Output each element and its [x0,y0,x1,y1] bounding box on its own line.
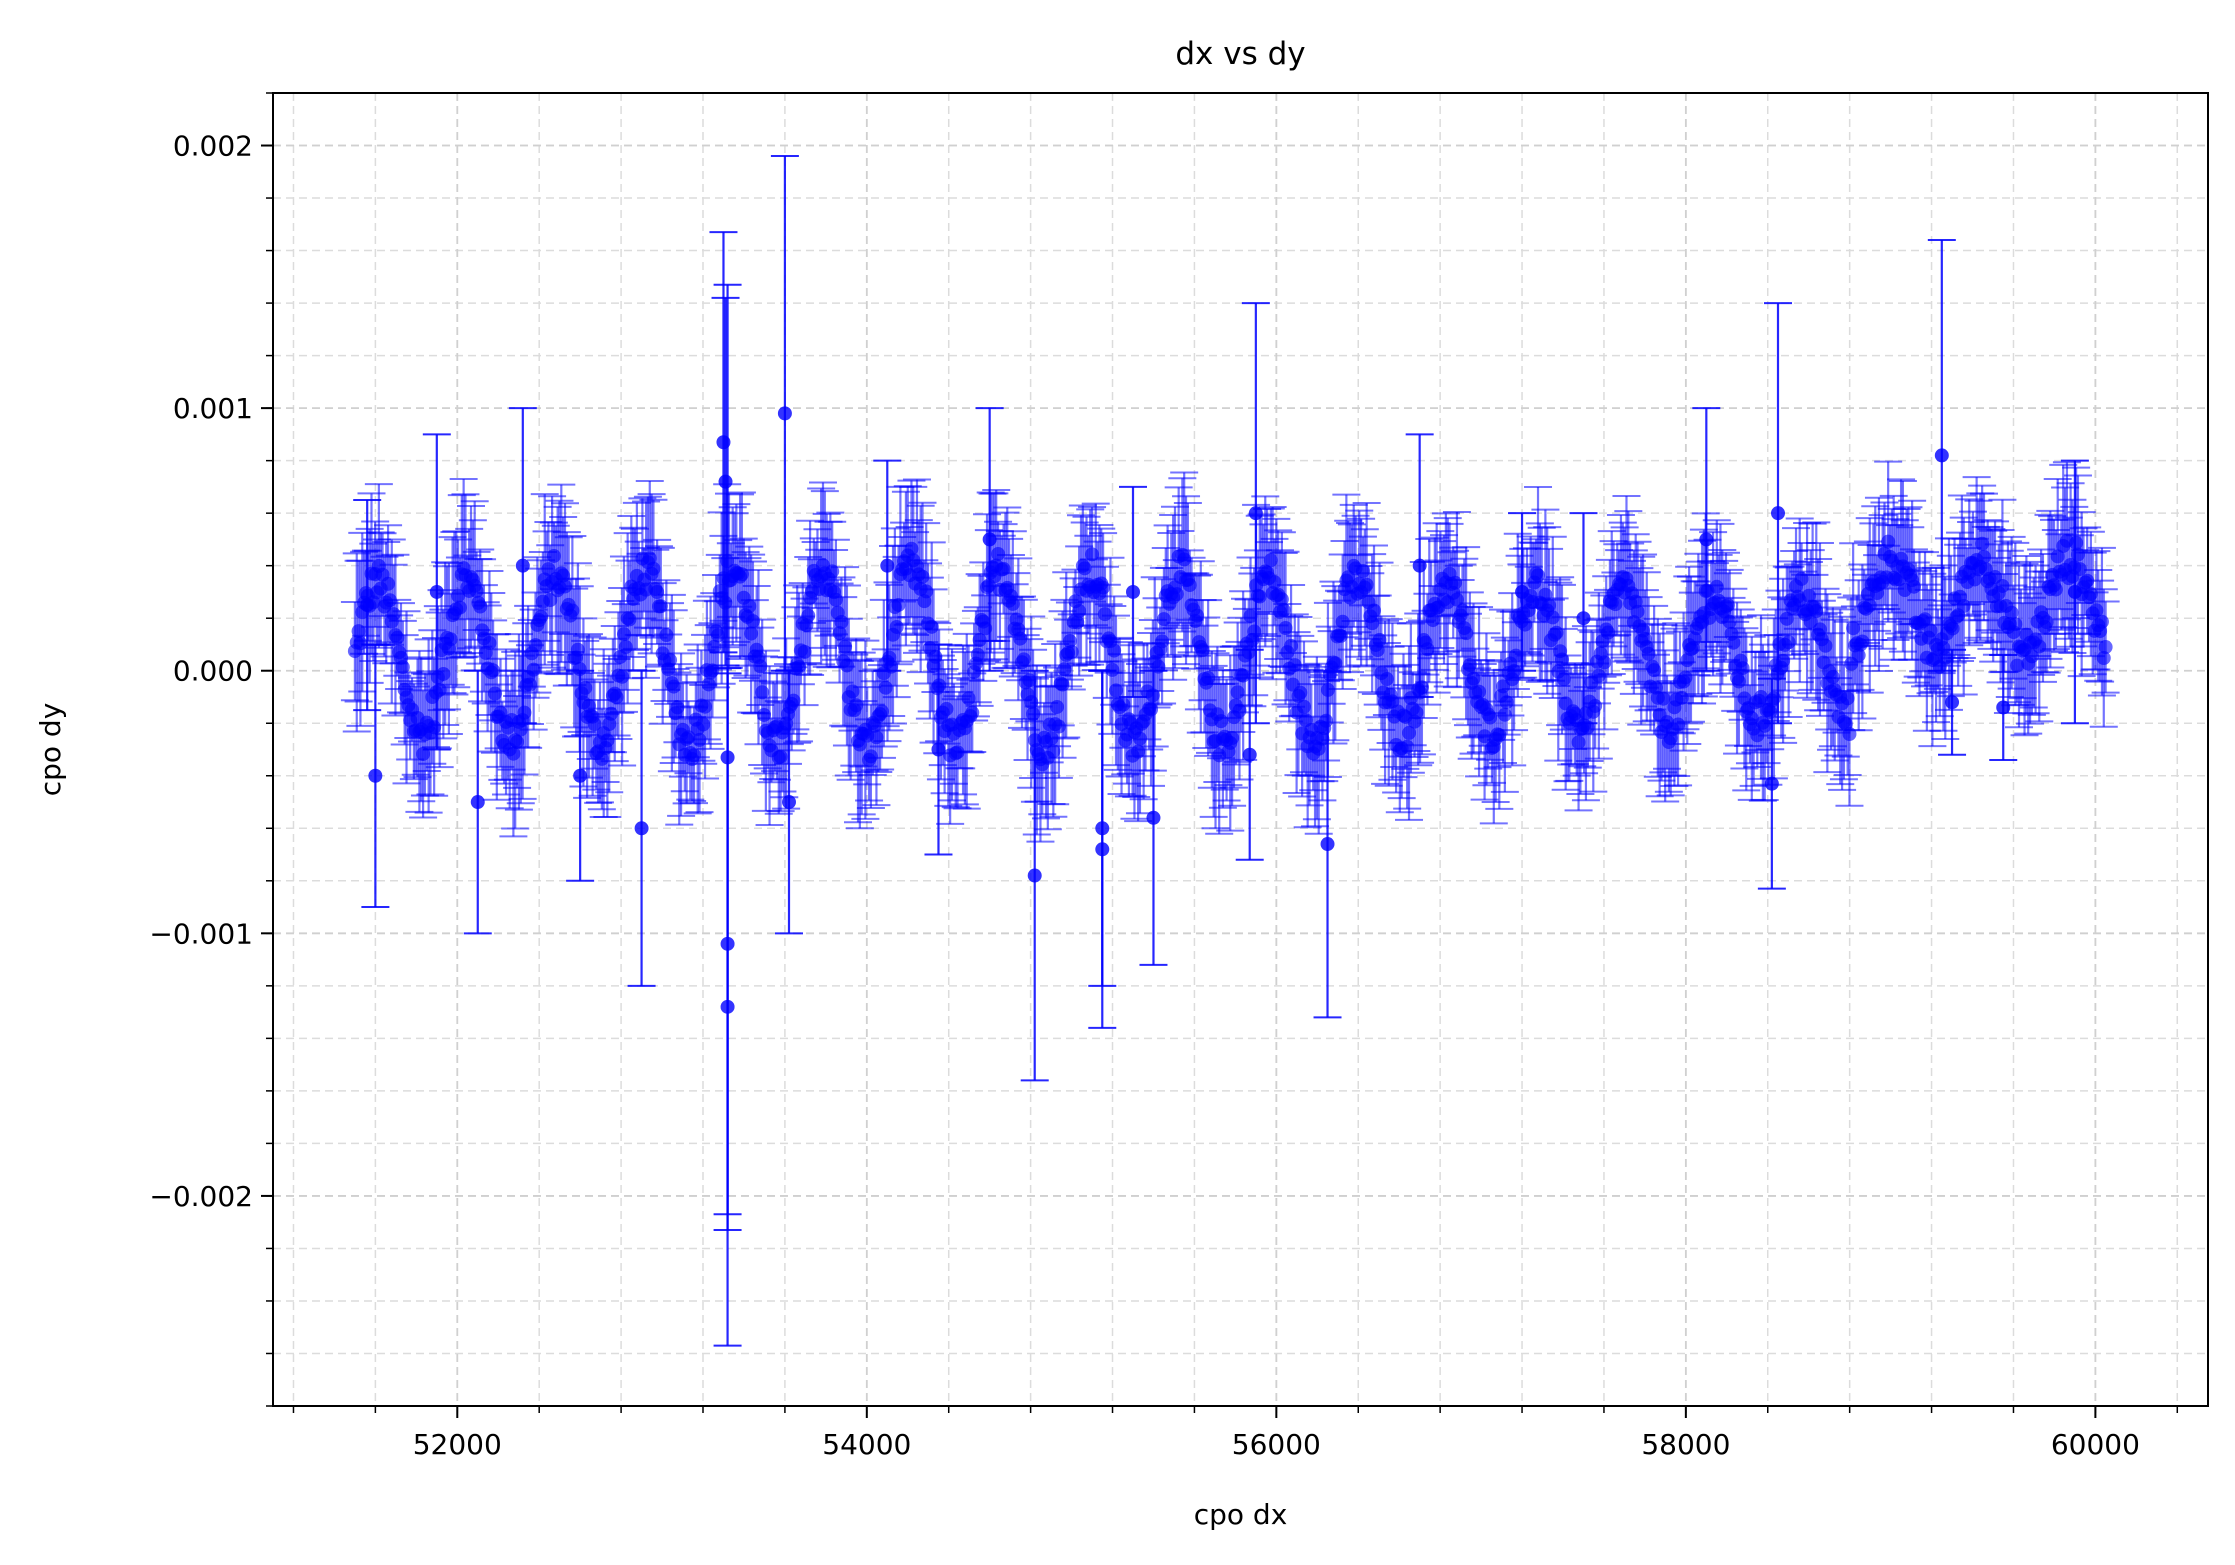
data-point [880,558,895,573]
data-point [1588,698,1603,713]
data-point [470,795,485,810]
grid [273,92,2208,1407]
y-tick-label: 0.001 [173,392,253,425]
data-point [1414,680,1429,695]
data-point [1046,744,1061,759]
data-series [340,155,2120,1347]
data-point [777,406,792,421]
data-point [801,608,816,623]
data-point [1764,776,1779,791]
y-tick-label: 0.000 [173,655,253,688]
data-point [1945,695,1960,710]
data-point [965,705,980,720]
data-point [1597,655,1612,670]
data-point [1064,644,1079,659]
data-point [1096,580,1111,595]
chart-title: dx vs dy [1175,36,1305,72]
data-point [570,642,585,657]
x-tick-label: 52000 [413,1428,502,1461]
data-point [1515,584,1530,599]
data-point [1248,506,1263,521]
data-point [1319,713,1334,728]
data-point [634,821,649,836]
data-point [1996,700,2011,715]
data-point [573,768,588,783]
data-point [889,619,904,634]
y-tick-label: −0.001 [149,917,253,950]
data-point [1242,747,1257,762]
data-point [1146,810,1161,825]
data-point [931,742,946,757]
data-point [782,795,796,810]
axis-ticks: 52000 54000 56000 58000 60000 −0.002 −0.001 0.0… [149,92,2179,1461]
data-point [1126,584,1140,599]
data-point [2098,640,2113,655]
x-tick-label: 58000 [1641,1428,1730,1461]
x-tick-label: 60000 [2051,1428,2140,1461]
x-tick-label: 54000 [822,1428,911,1461]
data-point [1576,611,1591,626]
data-point [2096,651,2111,666]
data-point [2094,614,2109,629]
data-point [1934,448,1949,463]
data-point [1095,842,1110,857]
y-tick-label: 0.002 [173,130,253,163]
data-point [2067,584,2082,599]
x-axis-label: cpo dx [1194,1498,1288,1531]
data-point [1320,837,1335,852]
y-axis-label: cpo dy [34,703,67,797]
data-point [1027,868,1042,883]
data-point [718,474,733,489]
data-point [515,558,530,573]
data-point [1699,532,1714,547]
data-point [1771,506,1785,521]
data-point [429,584,444,599]
data-point [368,768,383,783]
data-point [1412,558,1427,573]
data-point [720,999,735,1014]
plot-frame [272,92,2209,1407]
y-tick-label: −0.002 [149,1180,253,1213]
data-point [360,598,375,613]
data-point [982,532,997,547]
data-point [543,593,558,608]
x-tick-label: 56000 [1232,1428,1321,1461]
